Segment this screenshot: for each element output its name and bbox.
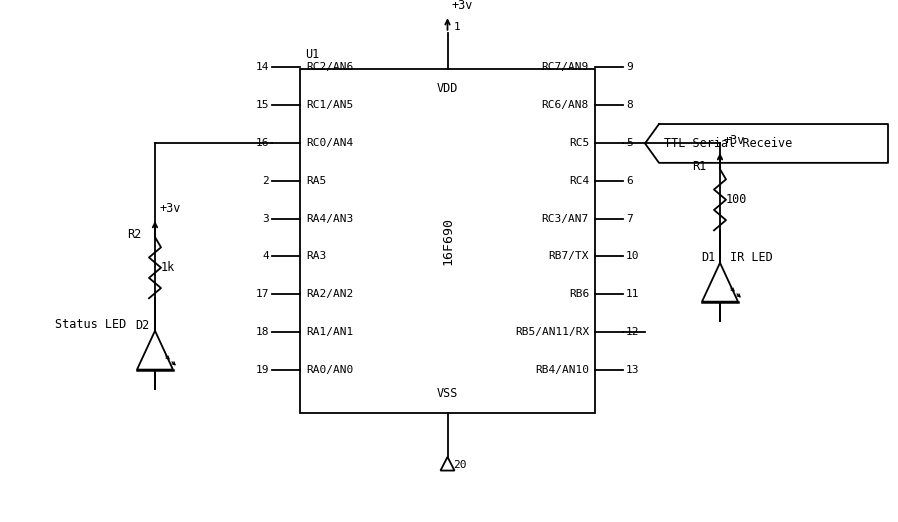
Text: D2: D2 [136,319,150,332]
Text: 20: 20 [453,460,467,470]
Text: 16: 16 [256,138,269,148]
Text: RA4/AN3: RA4/AN3 [306,213,353,223]
Text: RC0/AN4: RC0/AN4 [306,138,353,148]
Text: RA3: RA3 [306,252,326,262]
Polygon shape [137,331,173,370]
Text: IR LED: IR LED [730,251,773,264]
Text: 17: 17 [256,289,269,300]
Text: 1: 1 [453,22,461,32]
Text: Status LED: Status LED [55,318,127,331]
Text: 8: 8 [626,100,633,110]
Text: 13: 13 [626,365,639,375]
Bar [300,69,595,413]
Text: 16F690: 16F690 [441,217,454,265]
Text: RC2/AN6: RC2/AN6 [306,62,353,72]
Text: RA2/AN2: RA2/AN2 [306,289,353,300]
Polygon shape [702,263,738,302]
Text: TTL Serial Receive: TTL Serial Receive [664,137,792,150]
Text: 4: 4 [262,252,269,262]
Text: RC6/AN8: RC6/AN8 [541,100,589,110]
Text: +3v: +3v [452,0,473,13]
Text: 14: 14 [256,62,269,72]
Text: RA1/AN1: RA1/AN1 [306,327,353,337]
Text: 7: 7 [626,213,633,223]
Text: R2: R2 [127,228,141,241]
Text: RB7/TX: RB7/TX [549,252,589,262]
Text: 15: 15 [256,100,269,110]
Text: RA0/AN0: RA0/AN0 [306,365,353,375]
Text: RC1/AN5: RC1/AN5 [306,100,353,110]
Text: +3v: +3v [159,202,180,215]
Text: 1k: 1k [161,261,175,274]
Text: 100: 100 [726,193,747,206]
Text: RA5: RA5 [306,176,326,186]
Text: RC4: RC4 [568,176,589,186]
Text: 9: 9 [626,62,633,72]
Text: VDD: VDD [436,82,458,96]
Text: U1: U1 [305,48,320,61]
Text: +3v: +3v [724,134,745,147]
Text: VSS: VSS [436,387,458,400]
Text: 19: 19 [256,365,269,375]
Text: RC3/AN7: RC3/AN7 [541,213,589,223]
Text: RB6: RB6 [568,289,589,300]
Text: 5: 5 [626,138,633,148]
Text: RB4/AN10: RB4/AN10 [535,365,589,375]
Text: 2: 2 [262,176,269,186]
Polygon shape [441,457,454,470]
Text: 12: 12 [626,327,639,337]
Text: 3: 3 [262,213,269,223]
Text: RC7/AN9: RC7/AN9 [541,62,589,72]
Text: 11: 11 [626,289,639,300]
Text: RB5/AN11/RX: RB5/AN11/RX [515,327,589,337]
Text: D1: D1 [700,251,715,264]
Text: RC5: RC5 [568,138,589,148]
Text: 18: 18 [256,327,269,337]
Text: 6: 6 [626,176,633,186]
Text: 10: 10 [626,252,639,262]
Text: R1: R1 [691,160,706,173]
